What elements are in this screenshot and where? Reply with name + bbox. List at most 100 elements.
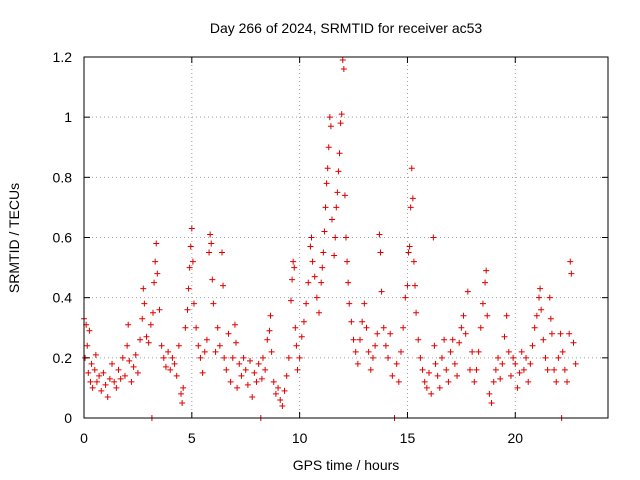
data-point-marker [151,279,158,286]
data-point-marker [162,363,169,370]
data-point-marker [338,111,345,118]
data-point-marker [296,354,303,361]
data-point-marker [518,348,525,355]
x-tick-label: 20 [507,430,523,446]
x-tick-label: 0 [80,430,88,446]
y-tick-label: 0.8 [53,169,73,185]
data-point-marker [324,165,331,172]
data-point-marker [214,324,221,331]
data-point-marker [86,327,93,334]
data-point-marker [510,354,517,361]
data-point-marker [153,240,160,247]
data-point-marker [106,375,113,382]
data-point-marker [344,258,351,265]
data-point-marker [316,309,323,316]
data-point-marker [281,387,288,394]
data-point-marker [109,360,116,367]
data-point-marker [298,333,305,340]
data-point-marker [341,192,348,199]
data-point-marker [85,369,92,376]
data-point-marker [309,258,316,265]
data-point-marker [104,393,111,400]
data-point-marker [454,372,461,379]
data-point-marker [169,354,176,361]
data-point-marker [160,354,167,361]
data-point-marker [547,315,554,322]
data-point-marker [242,366,249,373]
data-point-marker [262,366,269,373]
data-point-marker [119,354,126,361]
data-point-marker [408,165,415,172]
data-point-marker [402,294,409,301]
data-point-marker [389,372,396,379]
data-point-marker [199,369,206,376]
data-point-marker [231,321,238,328]
data-point-marker [540,336,547,343]
data-point-marker [348,318,355,325]
data-point-marker [121,372,128,379]
data-point-marker [406,243,413,250]
data-point-marker [423,384,430,391]
data-point-marker [210,300,217,307]
data-point-marker [255,360,262,367]
data-point-marker [343,234,349,241]
data-point-marker [223,366,230,373]
data-point-marker [553,378,560,385]
data-point-marker [382,342,389,349]
data-point-marker [374,330,381,337]
data-point-marker [339,57,346,64]
data-point-marker [283,372,290,379]
data-point-marker [525,378,532,385]
data-point-marker [466,366,473,373]
data-point-marker [147,321,154,328]
data-point-marker [456,339,463,346]
data-point-marker [570,339,577,346]
data-point-marker [551,366,558,373]
data-point-marker [535,294,542,301]
data-point-marker [190,300,197,307]
data-point-marker [336,150,343,157]
data-point-marker [117,375,124,382]
data-point-marker [289,276,296,283]
data-point-marker [334,189,341,196]
data-point-marker [372,342,379,349]
data-point-marker [206,249,213,256]
data-point-marker [96,372,103,379]
data-point-marker [337,120,344,127]
data-point-marker [451,360,458,367]
data-point-marker [132,351,139,358]
data-point-marker [319,264,326,271]
data-point-marker [531,324,538,331]
data-point-marker [367,366,374,373]
data-point-marker [345,279,352,286]
data-point-marker [137,336,144,343]
data-point-marker [363,324,370,331]
data-point-marker [548,330,555,337]
data-point-marker [244,381,251,388]
data-point-marker [475,348,482,355]
data-point-marker [193,324,200,331]
data-point-marker [221,354,228,361]
data-point-marker [184,306,191,313]
data-point-marker [426,369,433,376]
data-point-marker [270,378,277,385]
data-point-marker [179,399,186,406]
data-point-marker [335,168,342,175]
data-point-marker [378,288,385,295]
data-point-marker [292,324,299,331]
data-point-marker [323,180,330,187]
data-point-marker [143,333,150,340]
data-point-marker [460,312,467,319]
data-point-marker [428,390,435,397]
x-tick-label: 5 [188,430,196,446]
data-point-marker [393,360,400,367]
data-point-marker [400,324,407,331]
data-point-marker [325,144,332,151]
data-point-marker [407,204,414,211]
x-tick-label: 15 [400,430,416,446]
chart-title: Day 266 of 2024, SRMTID for receiver ac5… [210,20,483,36]
data-point-marker [514,384,521,391]
data-point-marker [150,309,157,316]
data-point-marker [561,366,568,373]
